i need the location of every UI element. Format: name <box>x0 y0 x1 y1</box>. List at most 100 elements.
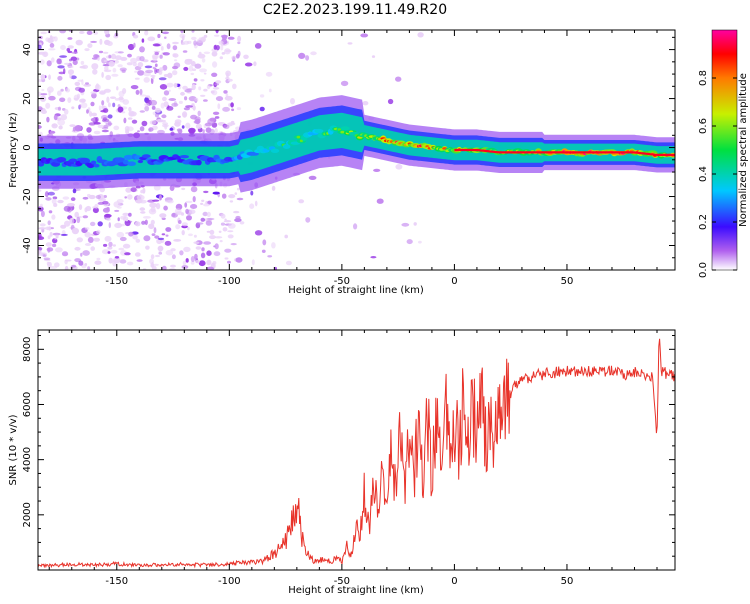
noise-speckle <box>38 236 45 240</box>
noise-speckle <box>190 114 198 120</box>
ridge-blob <box>38 161 45 167</box>
noise-speckle <box>106 96 110 103</box>
noise-speckle <box>206 217 215 221</box>
colorbar-ticks: 0.0 0.2 0.4 0.6 0.8 <box>698 70 737 278</box>
noise-speckle <box>90 221 96 227</box>
noise-speckle <box>97 221 103 227</box>
noise-speckle <box>101 71 104 78</box>
noise-speckle <box>113 257 121 264</box>
noise-speckle <box>134 221 141 227</box>
noise-speckle <box>44 226 50 230</box>
noise-speckle <box>163 101 169 108</box>
noise-speckle <box>133 34 139 39</box>
noise-speckle <box>181 187 186 191</box>
noise-speckle <box>40 93 48 96</box>
noise-speckle <box>203 190 209 194</box>
noise-speckle <box>212 87 220 90</box>
colorbar-tick-label: 0.0 <box>698 262 709 278</box>
noise-speckle <box>181 125 185 129</box>
noise-speckle <box>226 72 229 78</box>
noise-speckle <box>124 219 131 227</box>
noise-speckle <box>172 41 179 45</box>
noise-speckle <box>84 227 90 230</box>
noise-speckle <box>67 97 72 103</box>
noise-speckle <box>177 115 181 119</box>
noise-speckle <box>140 211 146 214</box>
noise-speckle <box>96 229 101 235</box>
noise-speckle <box>107 121 112 127</box>
noise-speckle <box>139 56 145 62</box>
noise-speckle <box>169 185 175 192</box>
noise-speckle <box>189 209 196 215</box>
noise-speckle <box>186 215 192 221</box>
noise-speckle <box>298 199 305 204</box>
noise-speckle <box>139 126 145 132</box>
noise-speckle <box>164 124 168 130</box>
noise-speckle <box>54 237 57 240</box>
noise-speckle <box>64 265 69 270</box>
noise-speckle <box>151 233 156 237</box>
noise-speckle <box>100 110 106 113</box>
noise-speckle <box>152 199 160 202</box>
y-tick-label: -20 <box>22 188 33 204</box>
noise-speckle <box>47 235 51 240</box>
ridge-blob <box>282 144 291 149</box>
noise-speckle <box>60 88 64 92</box>
ridge-envelope <box>38 112 675 176</box>
colorbar-tick-label: 0.8 <box>698 70 709 86</box>
noise-speckle <box>69 217 75 225</box>
noise-speckle <box>67 45 74 49</box>
noise-speckle <box>105 217 111 221</box>
noise-speckle <box>172 45 178 51</box>
noise-speckle <box>154 235 160 239</box>
noise-speckle <box>203 72 207 75</box>
snr-y-ticks: 2000 4000 6000 8000 <box>22 335 675 557</box>
noise-speckle <box>45 242 52 247</box>
noise-speckle <box>64 259 68 265</box>
noise-speckle <box>149 258 155 265</box>
noise-speckle <box>155 107 161 113</box>
noise-speckle <box>107 114 113 119</box>
noise-speckle <box>80 60 85 65</box>
noise-speckle <box>46 261 50 266</box>
y-tick-label: -40 <box>22 237 33 253</box>
noise-speckle <box>43 257 51 261</box>
noise-speckle <box>190 72 195 76</box>
noise-speckle <box>122 243 131 249</box>
noise-speckle <box>85 205 92 212</box>
noise-speckle <box>268 88 272 93</box>
noise-speckle <box>185 122 191 129</box>
spectrogram-panel: -150 -100 -50 0 50 -40 -20 0 20 40 Height of str… <box>8 29 676 296</box>
noise-speckle <box>149 202 158 208</box>
noise-speckle <box>284 234 289 239</box>
noise-speckle <box>123 117 127 124</box>
noise-speckle <box>172 53 179 58</box>
noise-speckle <box>222 227 228 232</box>
noise-speckle <box>227 260 231 264</box>
noise-speckle <box>149 99 158 106</box>
noise-speckle <box>154 44 161 47</box>
noise-speckle <box>137 130 140 133</box>
noise-speckle <box>166 106 174 111</box>
spectrogram-x-ticks: -150 -100 -50 0 50 <box>48 30 658 287</box>
noise-speckle <box>60 114 68 121</box>
noise-speckle <box>173 239 182 242</box>
noise-speckle <box>225 77 230 80</box>
noise-speckle <box>101 129 109 133</box>
noise-speckle <box>134 70 138 73</box>
noise-speckle <box>153 227 157 234</box>
noise-speckle <box>72 59 78 66</box>
noise-speckle <box>150 206 156 213</box>
x-tick-label: -100 <box>218 576 241 587</box>
noise-speckle <box>45 102 51 109</box>
noise-speckle <box>271 185 276 191</box>
noise-speckle <box>41 88 45 92</box>
ridge-blob <box>114 157 125 163</box>
noise-speckle <box>131 119 138 124</box>
noise-speckle <box>371 55 376 58</box>
noise-speckle <box>200 79 205 82</box>
noise-speckle <box>98 50 104 54</box>
noise-speckle <box>51 198 57 204</box>
noise-speckle <box>212 111 220 116</box>
noise-speckle <box>209 229 215 235</box>
